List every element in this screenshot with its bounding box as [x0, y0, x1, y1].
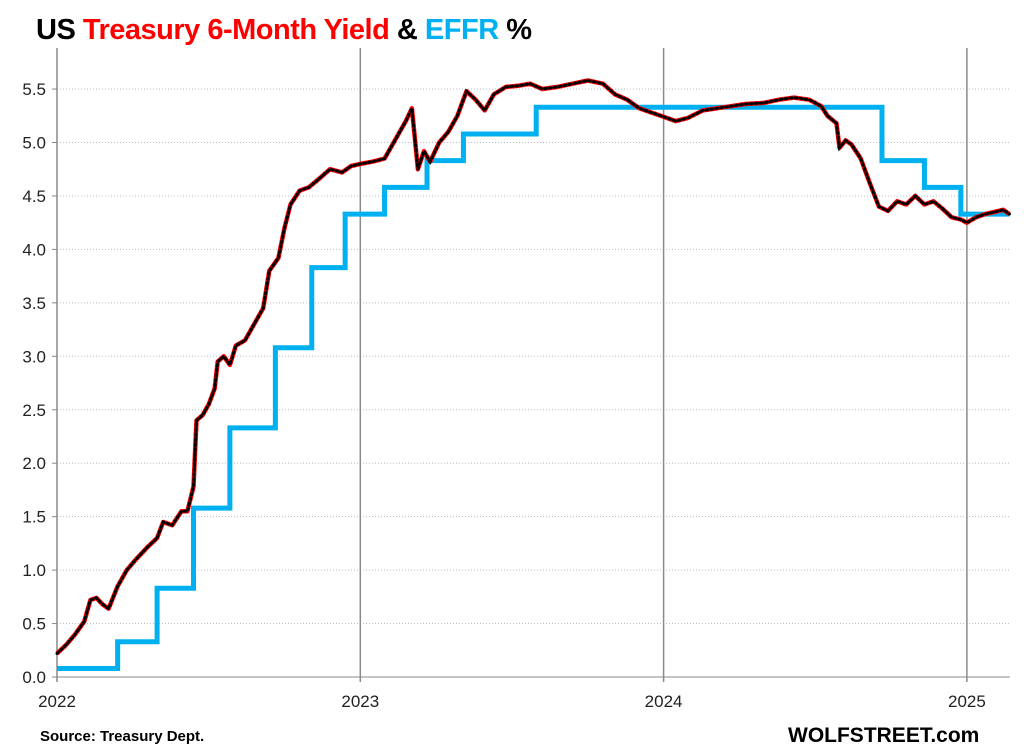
chart-title: US Treasury 6-Month Yield & EFFR %: [36, 14, 532, 47]
effr-line: [57, 104, 1010, 671]
y-tick-label: 3.0: [22, 347, 46, 366]
x-tick-label: 2025: [948, 692, 986, 711]
y-tick-label: 4.5: [22, 187, 46, 206]
y-tick-label: 0.0: [22, 668, 46, 687]
y-tick-label: 5.5: [22, 80, 46, 99]
y-tick-label: 2.0: [22, 454, 46, 473]
title-percent: %: [506, 14, 532, 46]
title-amp: &: [396, 14, 418, 46]
treasury-6m-line: [55, 78, 1011, 656]
y-tick-label: 1.5: [22, 508, 46, 527]
treasury-6m-dots: [55, 78, 1011, 655]
x-tick-label: 2022: [38, 692, 76, 711]
y-tick-label: 5.0: [22, 134, 46, 153]
brand-label: WOLFSTREET.com: [788, 724, 980, 747]
y-tick-label: 3.5: [22, 294, 46, 313]
y-tick-label: 1.0: [22, 561, 46, 580]
source-note: Source: Treasury Dept.: [40, 728, 205, 745]
x-tick-label: 2023: [341, 692, 379, 711]
title-effr: EFFR: [424, 14, 499, 46]
x-tick-label: 2024: [645, 692, 683, 711]
title-us: US: [36, 14, 76, 46]
y-tick-label: 2.5: [22, 401, 46, 420]
title-treasury: Treasury 6-Month Yield: [82, 14, 390, 46]
y-tick-label: 0.5: [22, 615, 46, 634]
y-tick-label: 4.0: [22, 240, 46, 259]
